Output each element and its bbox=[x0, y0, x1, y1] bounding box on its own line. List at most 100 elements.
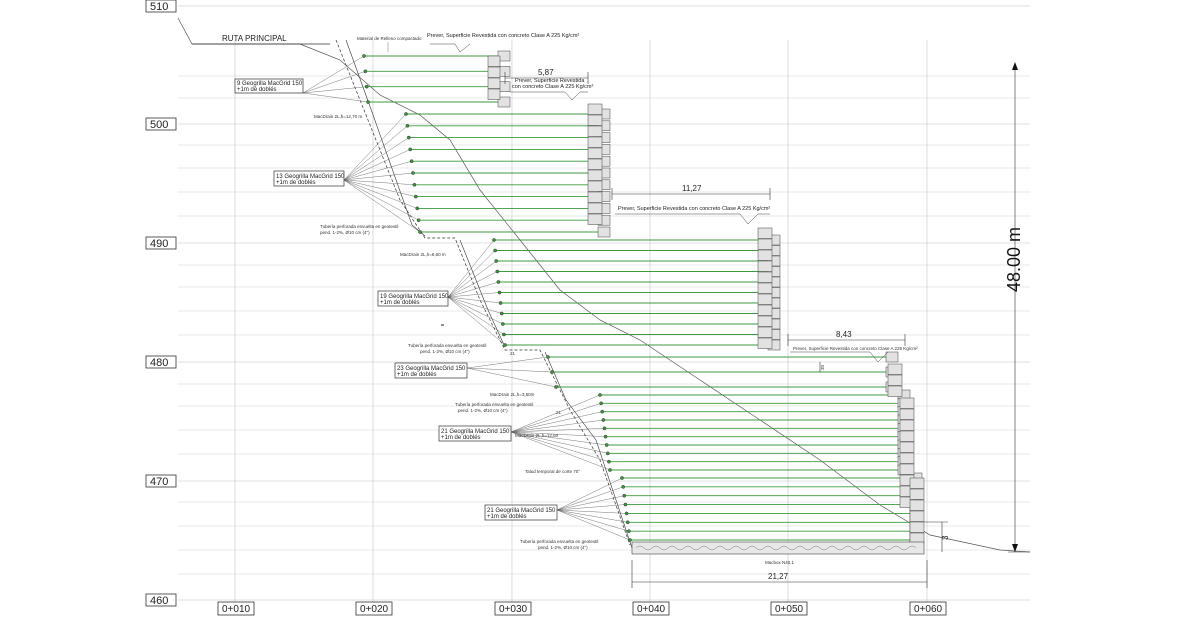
svg-text:13 Geogrilla MacGrid 150: 13 Geogrilla MacGrid 150 bbox=[276, 174, 345, 180]
gabion-stack-block bbox=[587, 103, 603, 115]
pipe-note-1a: Tubería perforada envuelta en geotextil bbox=[320, 224, 398, 229]
anchor-point bbox=[622, 493, 627, 498]
elevation-490: 490 bbox=[150, 238, 168, 250]
drain-line bbox=[345, 39, 633, 549]
gabion-stack-block bbox=[587, 213, 603, 225]
gabion-stack-block bbox=[899, 452, 915, 464]
tag-leader-line bbox=[343, 149, 411, 181]
svg-text:+1m de doblés: +1m de doblés bbox=[380, 300, 420, 306]
gabion-stack-block bbox=[487, 55, 501, 67]
tag-leader-line bbox=[343, 179, 418, 209]
pipe-note-2b: pend. 1-2%, Ø10 cm (4") bbox=[420, 349, 470, 354]
drain-note-1: MacDrain 2L,h=12,70 m bbox=[314, 114, 362, 119]
gabion-stack-block bbox=[757, 282, 773, 294]
tag-leader-line bbox=[556, 486, 624, 511]
svg-text:9 Geogrilla MacGrid 150: 9 Geogrilla MacGrid 150 bbox=[237, 81, 303, 87]
svg-text:+1m de doblés: +1m de doblés bbox=[237, 87, 277, 93]
anchor-point bbox=[409, 159, 414, 163]
gabion-stack-block bbox=[909, 499, 925, 511]
svg-text:+1m de doblés: +1m de doblés bbox=[487, 514, 527, 520]
gabion-stack-block bbox=[587, 180, 603, 192]
gabion-stack-block bbox=[587, 202, 603, 214]
pipe-note-1b: pend. 1-2%, Ø10 cm (4") bbox=[320, 230, 370, 235]
tag-leader-line bbox=[556, 509, 629, 532]
gabion-block bbox=[497, 96, 511, 108]
gabion-stack-block bbox=[587, 147, 603, 159]
terrain-profile bbox=[177, 17, 1031, 553]
svg-text:23 Geogrilla MacGrid 150: 23 Geogrilla MacGrid 150 bbox=[397, 366, 466, 372]
gabion-stack-block bbox=[757, 304, 773, 316]
gabion-stack-block bbox=[587, 136, 603, 148]
gabion-stack-block bbox=[757, 238, 773, 250]
elevation-labels: 510 500 490 480 470 460 bbox=[145, 0, 177, 607]
tag-leader-line bbox=[447, 296, 502, 314]
tag-leader-line bbox=[302, 92, 369, 103]
gabion-stack-block bbox=[909, 510, 925, 522]
station-0060: 0+060 bbox=[914, 604, 943, 615]
surface-note-2a: Prever, Superficie Revestida bbox=[515, 78, 585, 84]
gabion-stack-block bbox=[757, 293, 773, 305]
svg-text:+1m de doblés: +1m de doblés bbox=[441, 435, 481, 441]
pipe-note-4a: Tubería perforada envuelta en geotextil bbox=[520, 539, 598, 544]
gabion-block bbox=[597, 226, 611, 238]
tag-leader-line bbox=[447, 296, 503, 325]
geogrid-tag-1: 9 Geogrilla MacGrid 150 +1m de doblés bbox=[234, 78, 304, 94]
tag-leader-line bbox=[343, 172, 414, 181]
tag-leader-line bbox=[343, 113, 407, 181]
pipe-note-2a: Tubería perforada envuelta en geotextil bbox=[408, 343, 486, 348]
gabion-stack-block bbox=[887, 385, 903, 397]
svg-text:21 Geogrilla MacGrid 150: 21 Geogrilla MacGrid 150 bbox=[441, 429, 510, 435]
gabion-stack-block bbox=[887, 363, 903, 375]
dim-tier2: 11,27 bbox=[682, 184, 702, 193]
gabion-stack-block bbox=[757, 271, 773, 283]
slope-note: Talud temporal de corte 70° bbox=[525, 469, 580, 474]
tag-leader-line bbox=[510, 428, 605, 433]
tag-leader-line bbox=[447, 296, 505, 335]
tag-leader-line bbox=[447, 281, 499, 298]
tag-leader-line bbox=[343, 179, 416, 197]
gabion-stack-block bbox=[757, 260, 773, 272]
station-0040: 0+040 bbox=[637, 604, 666, 615]
gabion-stack-block bbox=[757, 326, 773, 338]
tag-leader-lines bbox=[302, 55, 631, 541]
dimension-texts: 5,87 11,27 8,43 21,27 3 21 21 30 48.00 m bbox=[510, 68, 1024, 581]
svg-text:+1m de doblés: +1m de doblés bbox=[276, 180, 316, 186]
tag-leader-line bbox=[447, 239, 495, 298]
annotations: Material de Relleno compactado Prever, S… bbox=[314, 33, 918, 550]
tag-leader-line bbox=[510, 394, 601, 433]
surface-note-1: Prever, Superficie Revestida con concret… bbox=[427, 33, 579, 39]
tag-leader-line bbox=[510, 419, 604, 433]
anchor-point bbox=[600, 409, 605, 414]
pipe-note-3b: pend. 1-2%, Ø10 cm (4") bbox=[458, 408, 508, 413]
gabion-stack-block bbox=[899, 408, 915, 420]
dim-small-3: 30 bbox=[820, 364, 825, 370]
elevation-470: 470 bbox=[150, 476, 168, 488]
station-0030: 0+030 bbox=[499, 604, 528, 615]
anchor-point bbox=[627, 529, 631, 533]
main-road: RUTA PRINCIPAL bbox=[192, 34, 330, 45]
geogrid-tags: 9 Geogrilla MacGrid 150 +1m de doblés 13… bbox=[234, 78, 558, 521]
surface-note-2b: con concreto Clase A 225 Kg/cm² bbox=[512, 84, 593, 90]
tag-leader-line bbox=[302, 86, 367, 94]
tag-leader-line bbox=[510, 403, 602, 433]
station-0020: 0+020 bbox=[360, 604, 389, 615]
elevation-510: 510 bbox=[150, 1, 168, 13]
gabion-block bbox=[885, 351, 899, 363]
tag-leader-line bbox=[343, 179, 419, 221]
geogrid-tag-2: 13 Geogrilla MacGrid 150 +1m de doblés bbox=[273, 170, 345, 187]
base-note: Macbox N40.1 bbox=[765, 560, 795, 565]
geogrid-tag-6: 21 Geogrilla MacGrid 150 +1m de doblés bbox=[484, 504, 558, 521]
gabion-stack-block bbox=[587, 114, 603, 126]
tag-leader-line bbox=[556, 504, 626, 511]
gabion-stack-block bbox=[899, 419, 915, 431]
tag-leader-line bbox=[343, 161, 412, 181]
anchor-point bbox=[621, 485, 625, 489]
dimension-lines bbox=[504, 64, 1030, 588]
tag-leader-line bbox=[556, 509, 628, 523]
drain-note-2: MacDrain 2L,h=8,60 m bbox=[400, 252, 446, 257]
gabion-stack-block bbox=[487, 88, 501, 100]
tag-leader-line bbox=[466, 367, 553, 373]
anchor-point bbox=[605, 451, 610, 456]
geogrid-layers bbox=[364, 55, 912, 541]
gabion-stack-block bbox=[899, 441, 915, 453]
